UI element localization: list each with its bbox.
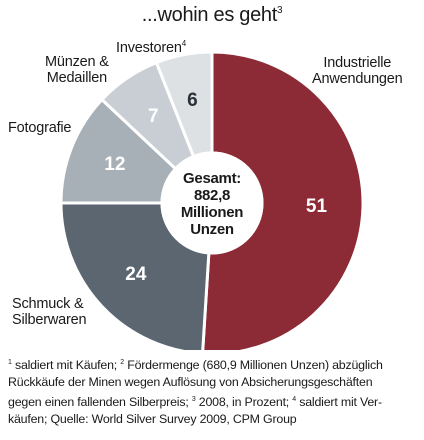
footnote-text-4: 2008, in Prozent; <box>195 395 293 409</box>
value-label-industrielle-anwendungen: 51 <box>306 196 328 217</box>
footnote-mark-1: 1 <box>8 359 12 366</box>
value-label-investoren: 6 <box>187 90 198 111</box>
footnote-mark-4: 4 <box>292 396 296 403</box>
value-label-muenzen-medaillen: 7 <box>148 106 159 127</box>
label-industrie-line2: Anwendungen <box>312 71 403 87</box>
label-investoren: Investoren4 <box>116 36 186 56</box>
footnote-line3: gegen einen fallenden Silberpreis; 3 200… <box>8 391 418 411</box>
footnote-line2: Rückkäufe der Minen wegen Auflösung von … <box>8 375 373 389</box>
chart-title: ...wohin es geht3 <box>0 4 424 27</box>
donut-center <box>160 151 264 255</box>
total-label: Gesamt: 882,8 Millionen Unzen <box>168 170 256 238</box>
label-schmuck-line2: Silberwaren <box>12 312 87 328</box>
label-muenzen-line1: Münzen & <box>45 54 109 70</box>
footnote-mark-2: 2 <box>120 359 124 366</box>
label-muenzen-medaillen: Münzen & Medaillen <box>45 54 109 86</box>
total-line4: Unzen <box>190 221 234 238</box>
footnote-text-3: gegen einen fallenden Silberpreis; <box>8 395 192 409</box>
footnote-line4: käufen; Quelle: World Silver Survey 2009… <box>8 412 297 426</box>
value-label-fotografie: 12 <box>104 154 125 175</box>
label-schmuck-line1: Schmuck & <box>12 296 84 312</box>
label-muenzen-line2: Medaillen <box>46 70 107 86</box>
footnote-mark-3: 3 <box>191 396 196 403</box>
label-industrie-line1: Industrielle <box>323 55 392 71</box>
total-line2: 882,8 <box>193 187 231 204</box>
label-fotografie: Fotografie <box>8 120 72 136</box>
label-schmuck-silberwaren: Schmuck & Silberwaren <box>12 296 87 328</box>
label-investoren-text: Investoren <box>116 40 182 56</box>
footnote: 1 saldiert mit Käufen; 2 Fördermenge (68… <box>8 354 418 428</box>
label-investoren-mark: 4 <box>181 39 186 48</box>
slice-value-labels: 51 24 12 7 6 <box>104 90 327 285</box>
footnote-text-2: Fördermenge (680,9 Millionen Unzen) abzü… <box>123 358 383 372</box>
footnote-text-5: saldiert mit Ver- <box>296 395 382 409</box>
value-label-schmuck-silberwaren: 24 <box>125 264 147 285</box>
total-line1: Gesamt: <box>183 170 241 187</box>
label-industrielle-anwendungen: Industrielle Anwendungen <box>312 55 403 87</box>
chart-title-text: ...wohin es geht <box>141 4 278 26</box>
footnote-text-1: saldiert mit Käufen; <box>11 358 121 372</box>
donut-chart: 51 24 12 7 6 <box>59 50 365 350</box>
footnote-line1: 1 saldiert mit Käufen; 2 Fördermenge (68… <box>8 354 418 374</box>
total-line3: Millionen <box>180 204 244 221</box>
title-footnote-mark: 3 <box>277 5 283 16</box>
